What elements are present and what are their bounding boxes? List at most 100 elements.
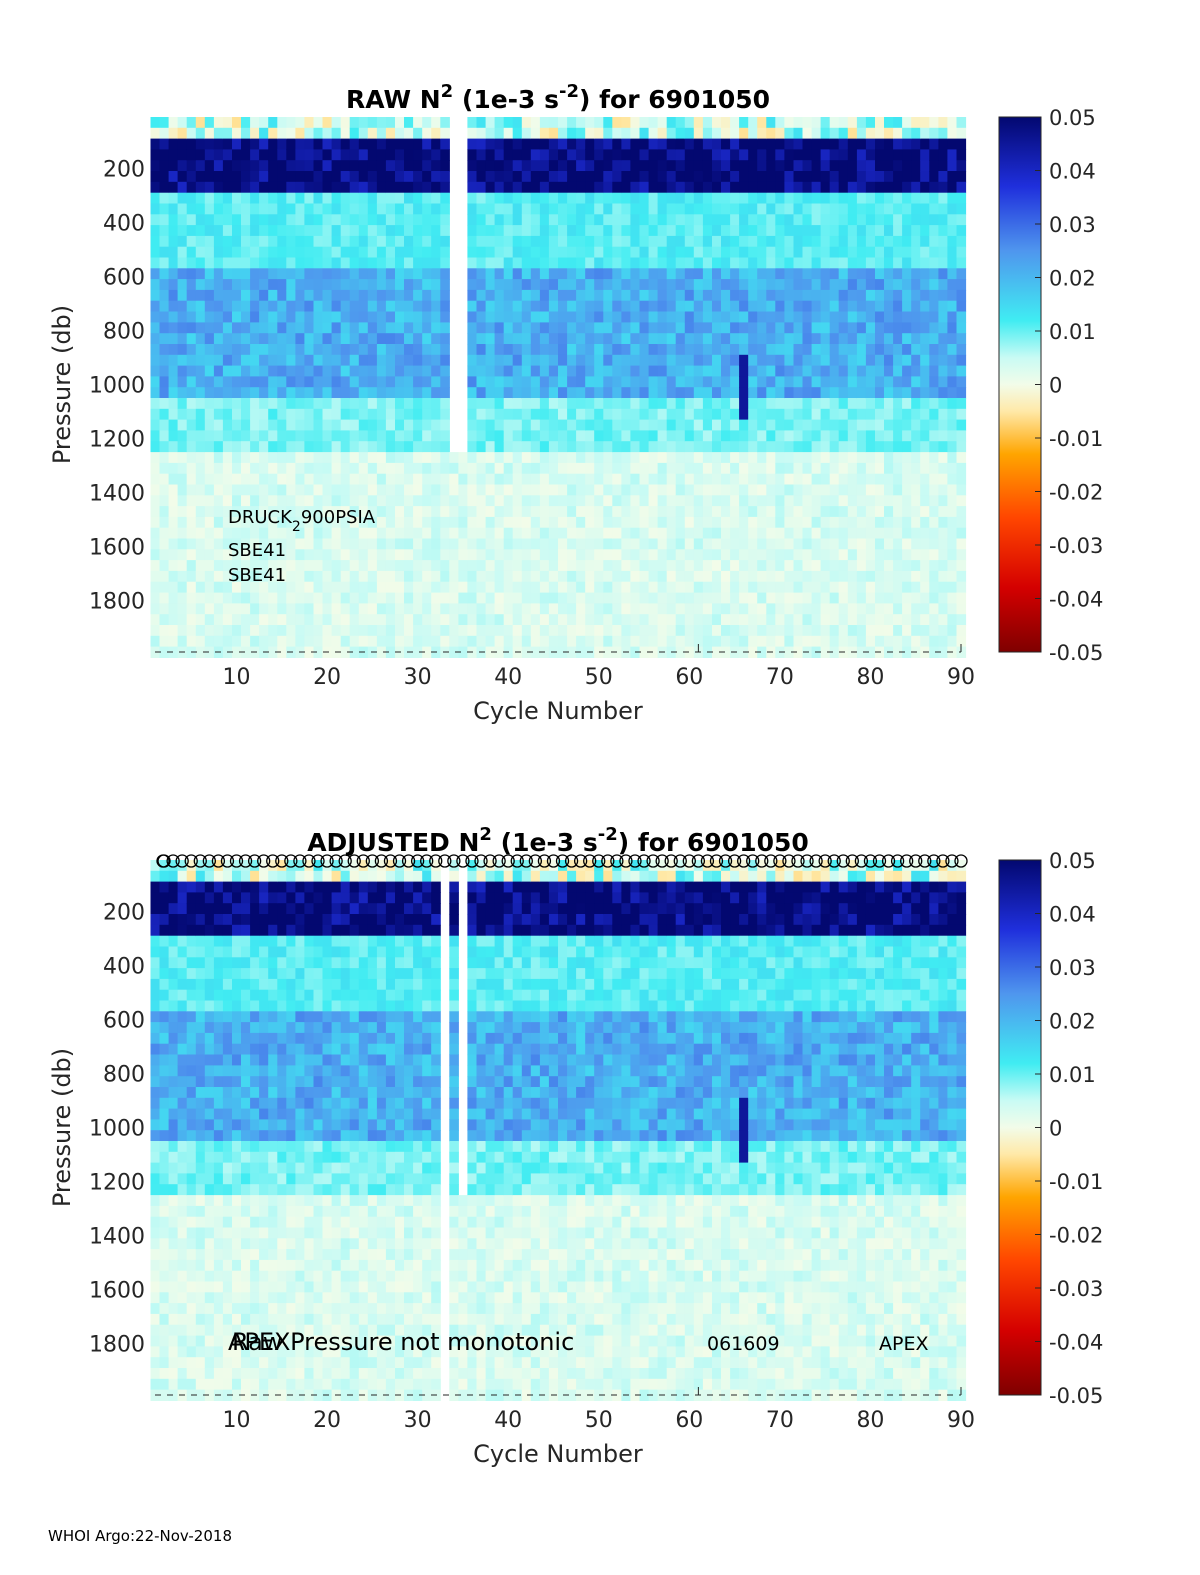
colorbar-tick-label: -0.04 — [1049, 1331, 1103, 1355]
qc-marker — [619, 854, 633, 868]
qc-marker — [637, 854, 651, 868]
qc-marker — [374, 854, 389, 868]
qc-marker — [628, 854, 642, 868]
qc-marker — [827, 854, 841, 868]
qc-marker — [211, 854, 226, 868]
colorbar-gradient — [998, 859, 1042, 1396]
y-tick-label: 600 — [103, 1008, 145, 1033]
qc-marker — [202, 854, 216, 868]
qc-marker — [157, 854, 171, 868]
sensor-annotation: SBE41 — [228, 540, 286, 561]
colorbar-tick-label: -0.04 — [1049, 588, 1103, 612]
qc-marker — [709, 854, 724, 868]
colorbar-tick-label: 0.03 — [1049, 956, 1096, 980]
qc-marker — [229, 854, 244, 868]
x-tick-label: 30 — [404, 1408, 432, 1433]
qc-marker — [492, 854, 506, 868]
y-axis-label: Pressure (db) — [48, 305, 76, 464]
qc-marker — [329, 854, 343, 868]
qc-marker — [583, 854, 597, 868]
qc-marker — [392, 854, 407, 868]
qc-marker — [664, 854, 678, 868]
x-tick-label: 70 — [766, 665, 794, 690]
qc-marker — [175, 854, 189, 868]
sensor-annotation: DRUCK2900PSIA — [228, 507, 376, 535]
qc-marker — [365, 854, 379, 868]
colorbar-tick-label: -0.05 — [1049, 641, 1103, 665]
colorbar-tick-label: -0.03 — [1049, 534, 1103, 558]
qc-marker — [845, 854, 859, 868]
qc-marker — [854, 854, 869, 868]
qc-marker — [338, 854, 352, 868]
qc-marker — [727, 854, 742, 868]
qc-marker — [519, 854, 533, 868]
qc-marker — [429, 854, 443, 868]
colorbar-tick-label: 0.01 — [1049, 1063, 1096, 1087]
x-tick-label: 50 — [585, 1408, 613, 1433]
qc-marker — [918, 854, 932, 868]
colorbar-tick-label: 0.02 — [1049, 1010, 1096, 1034]
colorbar-tick-label: 0.03 — [1049, 213, 1096, 237]
chart-title: RAW N2 (1e-3 s-2) for 6901050 — [346, 81, 770, 114]
qc-marker — [700, 854, 715, 868]
colorbar-tick-label: -0.02 — [1049, 481, 1103, 505]
platform-annotation: APEX — [879, 1333, 928, 1355]
qc-marker — [610, 854, 624, 868]
y-tick-label: 1200 — [89, 428, 145, 453]
qc-marker — [537, 854, 552, 868]
colorbar-tick-label: 0 — [1049, 374, 1062, 398]
x-tick-label: 30 — [404, 665, 432, 690]
x-tick-label: 50 — [585, 665, 613, 690]
qc-marker — [564, 854, 579, 868]
qc-marker — [601, 854, 615, 868]
qc-marker — [646, 854, 660, 868]
y-tick-label: 1000 — [89, 1117, 145, 1142]
qc-marker — [682, 854, 696, 868]
qc-marker — [447, 854, 461, 868]
qc-marker — [193, 854, 207, 868]
qc-marker — [401, 854, 416, 868]
qc-marker — [592, 854, 606, 868]
qc-marker — [247, 854, 262, 868]
colorbar-tick-label: 0 — [1049, 1117, 1062, 1141]
x-tick-label: 60 — [675, 665, 703, 690]
colorbar-tick-label: -0.02 — [1049, 1224, 1103, 1248]
y-tick-label: 200 — [103, 900, 145, 925]
colorbar-tick-label: 0.05 — [1049, 106, 1096, 130]
colorbar-tick-label: 0.02 — [1049, 267, 1096, 291]
qc-marker — [881, 854, 896, 868]
qc-marker — [383, 854, 398, 868]
platform-annotation: APEX — [228, 1328, 291, 1356]
x-axis-label: Cycle Number — [473, 697, 643, 725]
qc-marker — [501, 854, 515, 868]
sensor-annotation: SBE41 — [228, 565, 286, 586]
x-tick-label: 20 — [313, 665, 341, 690]
qc-marker — [800, 854, 814, 868]
x-tick-label: 10 — [223, 1408, 251, 1433]
y-tick-label: 1200 — [89, 1171, 145, 1196]
x-tick-label: 80 — [856, 1408, 884, 1433]
qc-marker — [791, 854, 805, 868]
qc-marker — [465, 854, 479, 868]
colorbar-tick-label: -0.01 — [1049, 427, 1103, 451]
qc-marker — [691, 854, 706, 868]
colorbar-tick-label: -0.03 — [1049, 1277, 1103, 1301]
qc-marker — [438, 854, 452, 868]
qc-marker — [927, 854, 941, 868]
chart-panel-1: 10 20 30 40 50 60 70 80 90 200 400 600 800 1000 1200 14… — [48, 81, 1103, 725]
qc-marker — [746, 854, 760, 868]
qc-marker — [510, 854, 524, 868]
colorbar: 0.05 0.04 0.03 0.02 0.01 0 -0.01 -0.02 -0.03 -0.0… — [998, 106, 1103, 665]
qc-marker — [737, 854, 751, 868]
colorbar-gradient — [998, 116, 1042, 653]
y-tick-label: 600 — [103, 265, 145, 290]
qc-marker — [257, 854, 271, 868]
chart-title: ADJUSTED N2 (1e-3 s-2) for 6901050 — [307, 824, 809, 857]
colorbar-tick-label: -0.05 — [1049, 1384, 1103, 1408]
qc-marker — [284, 854, 298, 868]
x-axis-label: Cycle Number — [473, 1440, 643, 1468]
y-tick-label: 1800 — [89, 590, 145, 615]
qc-marker — [474, 854, 488, 868]
qc-marker — [302, 854, 316, 868]
y-tick-label: 1600 — [89, 536, 145, 561]
